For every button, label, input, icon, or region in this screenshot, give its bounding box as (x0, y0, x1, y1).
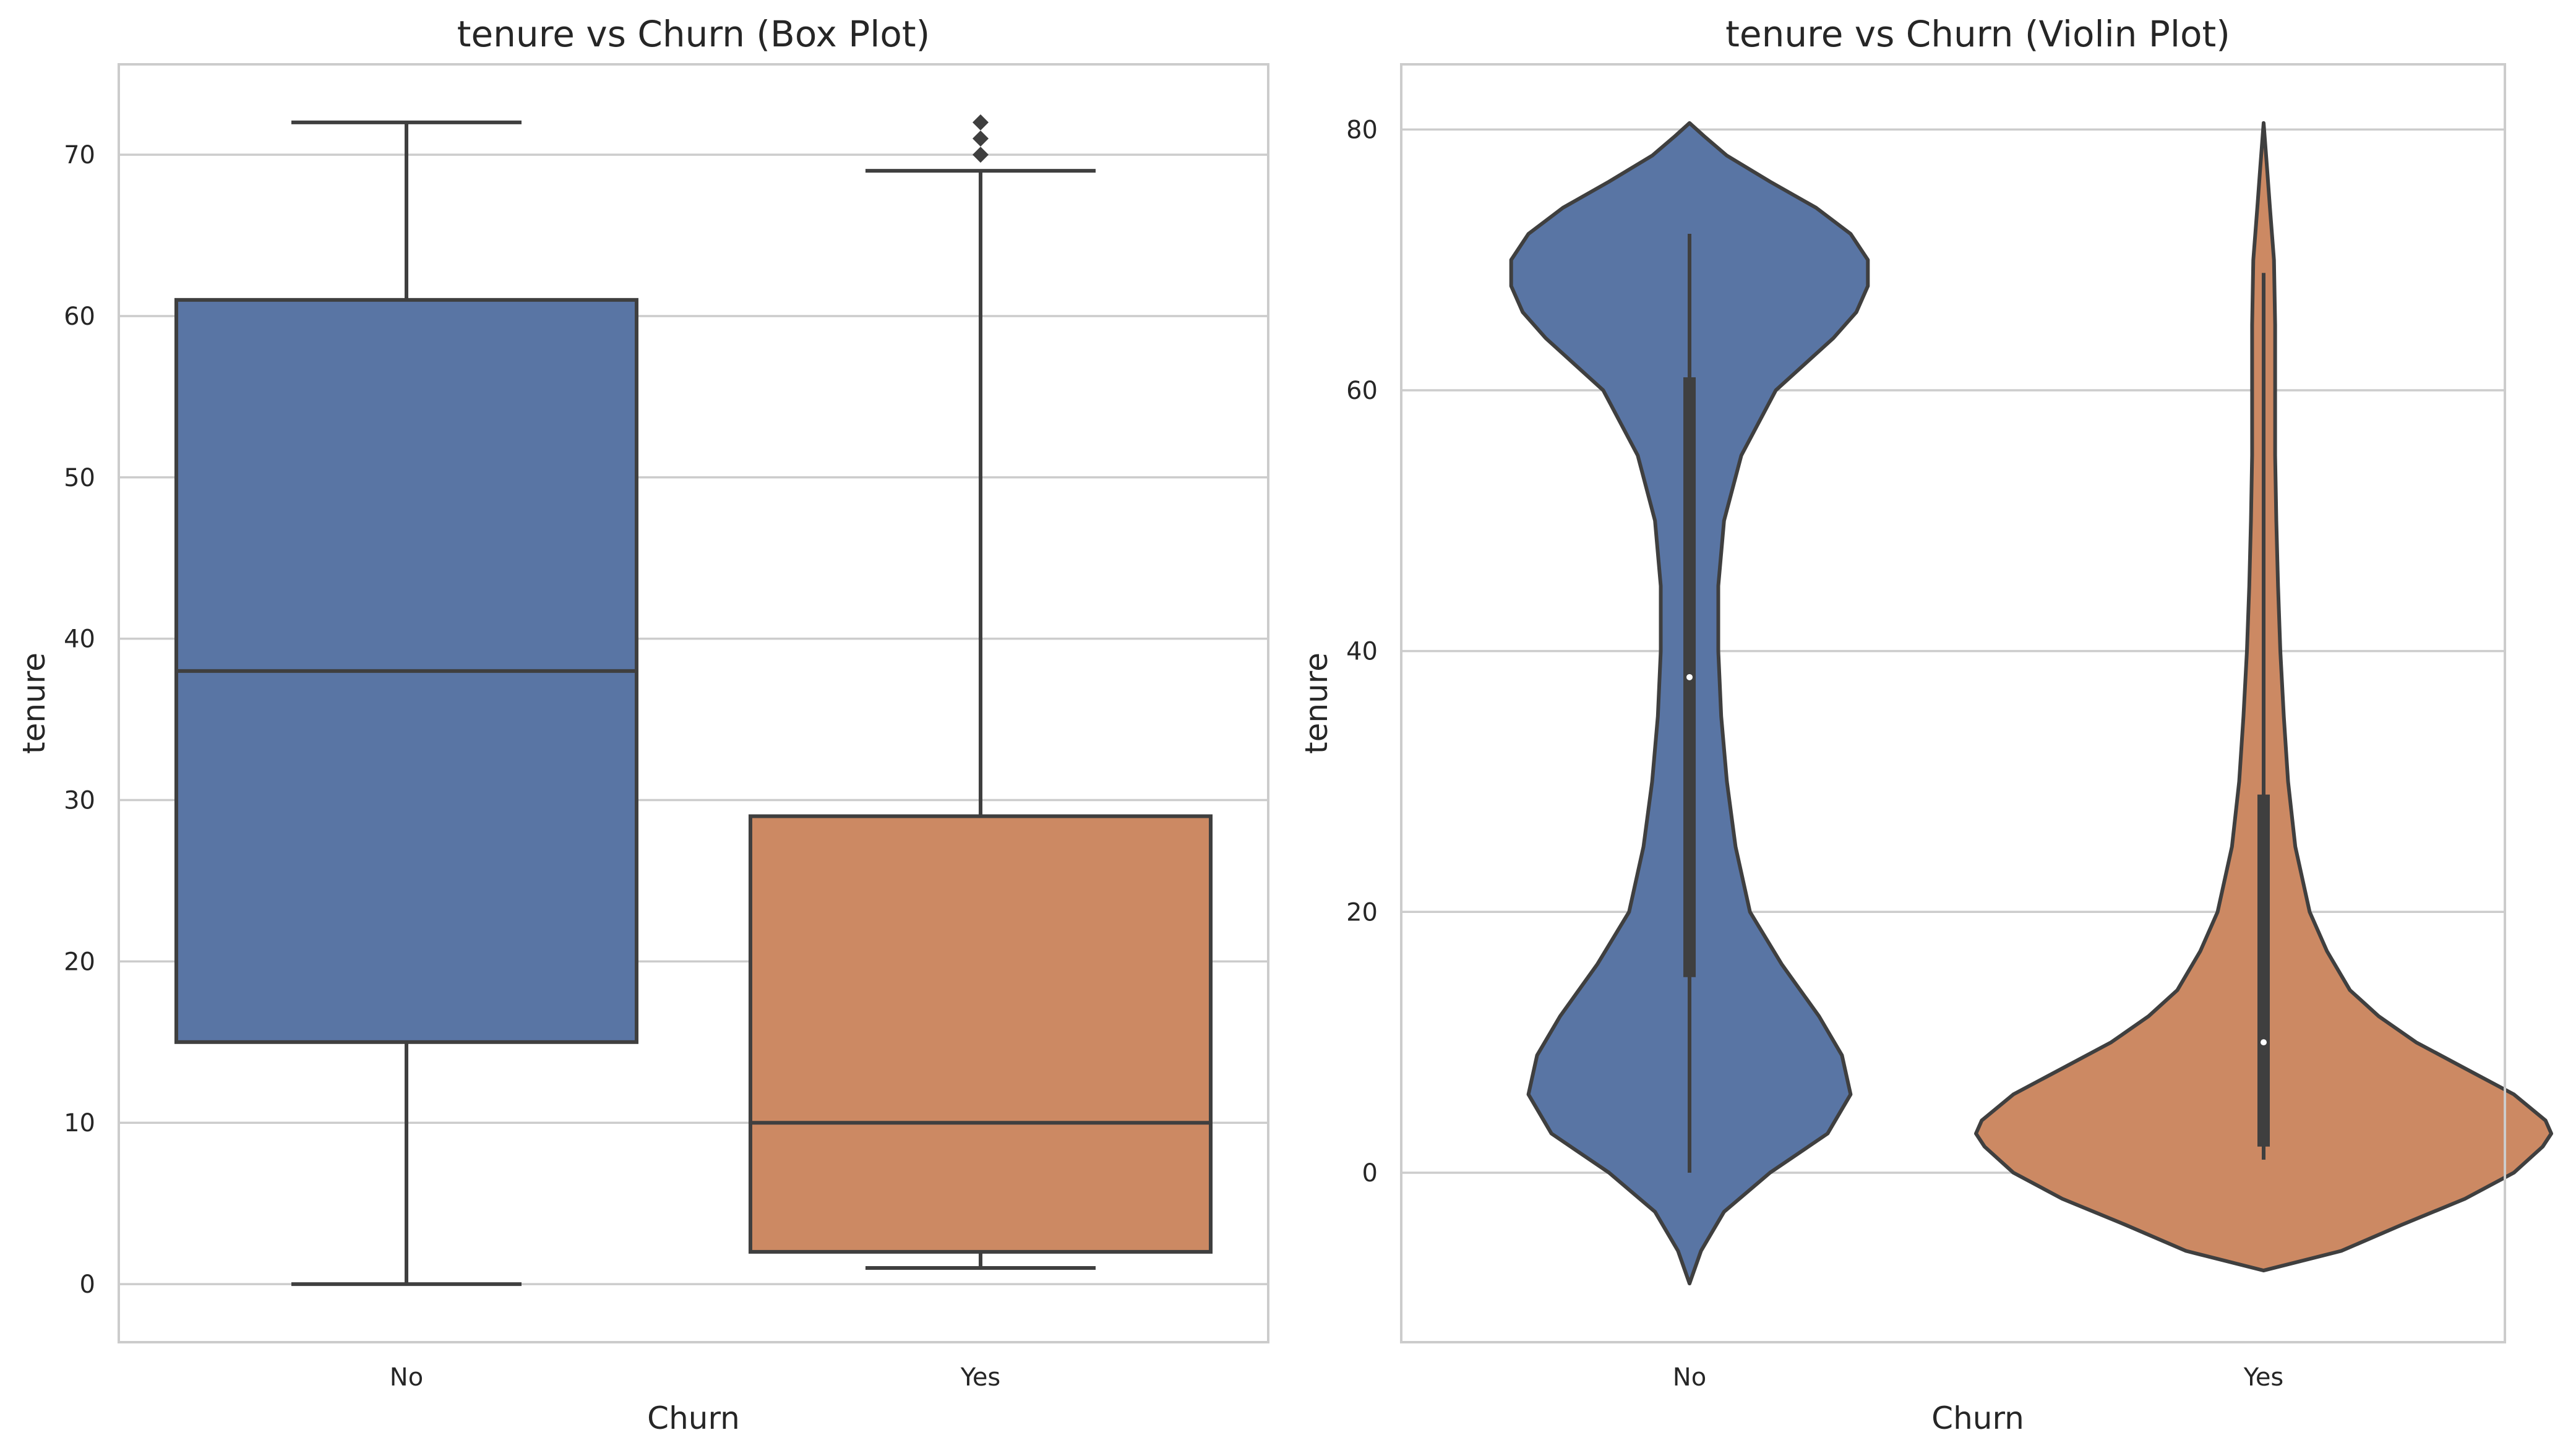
violin-plot-y-tick-60: 60 (1346, 377, 1378, 405)
box-plot-title: tenure vs Churn (Box Plot) (457, 13, 930, 55)
violin-plot-x-axis-label: Churn (1931, 1400, 2024, 1436)
box-plot-y-tick-50: 50 (64, 464, 95, 492)
box-plot-frame (118, 63, 1269, 1343)
box-plot-y-tick-60: 60 (64, 302, 95, 331)
violin-yes (1974, 121, 2553, 1273)
box-yes-outlier-1 (973, 130, 989, 147)
box-plot-y-axis-label: tenure (16, 653, 52, 754)
box-plot-y-tick-70: 70 (64, 141, 95, 169)
violin-yes-median (2261, 1039, 2267, 1046)
violin-plot-x-tick-yes: Yes (2243, 1363, 2284, 1392)
violin-plot-y-tick-20: 20 (1346, 898, 1378, 927)
box-yes-outlier-2 (973, 114, 989, 131)
box-plot-panel: 0 10 20 30 40 50 60 70 No Yes tenure vs Churn (B… (16, 13, 1269, 1436)
violin-plot-gridlines (1401, 128, 2505, 1174)
box-no (174, 120, 638, 1287)
box-plot-x-tick-no: No (390, 1363, 423, 1392)
violin-plot-y-tick-40: 40 (1346, 638, 1378, 666)
box-plot-x-tick-labels: No Yes (390, 1363, 1000, 1392)
box-plot-y-tick-40: 40 (64, 625, 95, 654)
violin-plot-y-tick-0: 0 (1362, 1159, 1378, 1188)
violin-plot-y-tick-80: 80 (1346, 116, 1378, 144)
violin-no (1509, 121, 1870, 1286)
violin-plot-marks (1509, 121, 2553, 1286)
box-yes-outlier-0 (973, 147, 989, 163)
box-plot-y-tick-20: 20 (64, 948, 95, 976)
box-plot-y-tick-0: 0 (80, 1270, 95, 1299)
violin-plot-y-tick-labels: 0 20 40 60 80 (1346, 116, 1378, 1188)
box-plot-y-tick-labels: 0 10 20 30 40 50 60 70 (64, 141, 95, 1299)
violin-no-median (1686, 674, 1693, 680)
violin-plot-panel: 0 20 40 60 80 No Yes tenure vs Churn (Violin … (1299, 13, 2553, 1436)
box-plot-y-tick-10: 10 (64, 1109, 95, 1137)
violin-plot-title: tenure vs Churn (Violin Plot) (1725, 13, 2230, 55)
box-plot-x-tick-yes: Yes (960, 1363, 1001, 1392)
box-yes-iqr (749, 814, 1213, 1254)
violin-plot-x-tick-no: No (1673, 1363, 1706, 1392)
box-plot-y-tick-30: 30 (64, 787, 95, 815)
box-yes (749, 114, 1213, 1270)
violin-plot-frame (1400, 63, 2506, 1343)
box-plot-marks (174, 114, 1213, 1287)
violin-plot-y-axis-label: tenure (1299, 653, 1334, 754)
box-plot-x-axis-label: Churn (647, 1400, 740, 1436)
violin-plot-x-tick-labels: No Yes (1673, 1363, 2283, 1392)
